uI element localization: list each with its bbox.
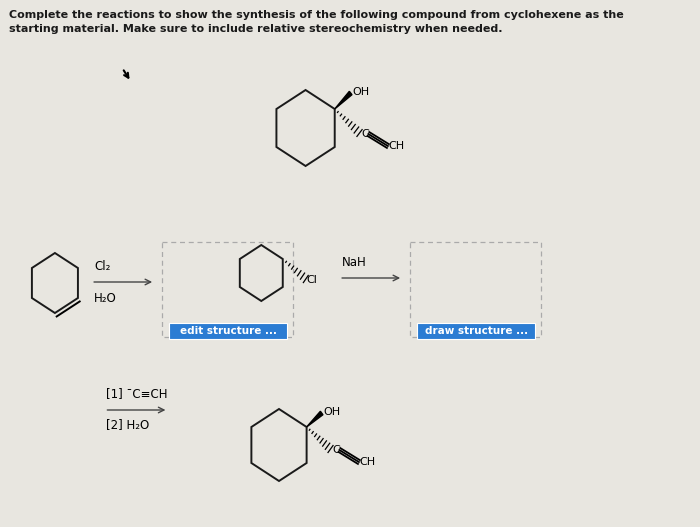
Text: C: C	[361, 129, 369, 139]
Text: edit structure ...: edit structure ...	[180, 326, 276, 336]
Polygon shape	[32, 253, 78, 313]
Bar	[162, 242, 293, 337]
Bar	[410, 242, 541, 337]
Text: [2] H₂O: [2] H₂O	[106, 418, 150, 432]
Text: Complete the reactions to show the synthesis of the following compound from cycl: Complete the reactions to show the synth…	[9, 10, 624, 20]
Text: C: C	[332, 445, 340, 455]
Text: CH: CH	[360, 457, 376, 467]
Polygon shape	[335, 91, 352, 109]
Text: Cl: Cl	[307, 275, 318, 285]
Bar	[417, 323, 535, 339]
Text: H₂O: H₂O	[94, 291, 117, 305]
Text: Cl₂: Cl₂	[94, 260, 111, 274]
Text: CH: CH	[389, 141, 405, 151]
Polygon shape	[276, 90, 335, 166]
Text: OH: OH	[323, 407, 341, 417]
Text: NaH: NaH	[342, 257, 367, 269]
Text: starting material. Make sure to include relative stereochemistry when needed.: starting material. Make sure to include …	[9, 24, 503, 34]
Polygon shape	[251, 409, 307, 481]
Polygon shape	[240, 245, 283, 301]
Text: OH: OH	[352, 87, 370, 97]
Text: draw structure ...: draw structure ...	[424, 326, 528, 336]
Text: [1] ¯C≡CH: [1] ¯C≡CH	[106, 387, 168, 401]
Bar	[169, 323, 287, 339]
Polygon shape	[307, 411, 323, 427]
